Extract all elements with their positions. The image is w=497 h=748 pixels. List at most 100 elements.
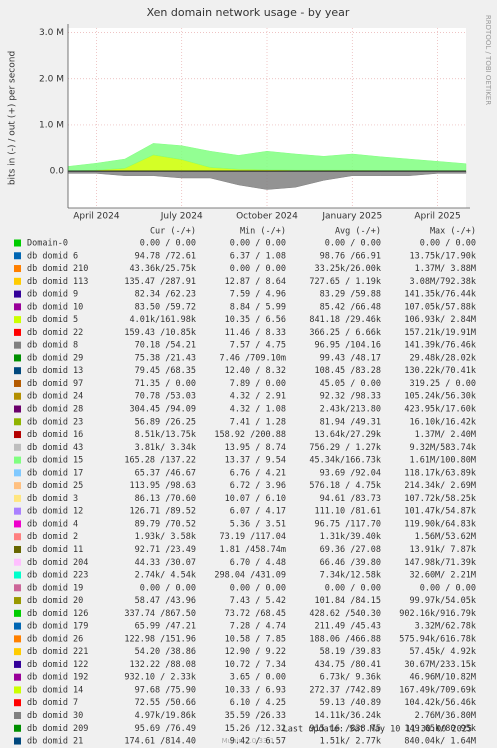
legend-stat: 0.00 / 0.00 xyxy=(420,239,476,249)
legend-stat: 15.26 /12.32 xyxy=(225,724,286,734)
legend-label: db domid 14 xyxy=(27,685,83,695)
legend-swatch xyxy=(14,418,21,426)
legend-stat: 1.56M/53.62M xyxy=(415,532,476,542)
legend-stat: 7.34k/12.58k xyxy=(320,571,381,581)
legend-stat: 4.32 / 1.08 xyxy=(230,405,286,415)
legend-swatch xyxy=(14,456,21,464)
legend-label: db domid 13 xyxy=(27,366,83,376)
legend-swatch xyxy=(14,367,21,375)
legend-stat: 73.72 /68.45 xyxy=(225,609,286,619)
legend-swatch xyxy=(14,711,21,719)
legend-swatch xyxy=(14,635,21,643)
legend-stat: 113.95 /98.63 xyxy=(129,481,196,491)
legend-stat: 29.48k/28.02k xyxy=(409,353,476,363)
legend-stat: 7.59 / 4.96 xyxy=(230,290,286,300)
legend-stat: 0.00 / 0.00 xyxy=(140,583,196,593)
legend-stat: 756.29 / 1.27k xyxy=(309,443,381,453)
legend-label: db domid 21 xyxy=(27,737,83,747)
legend-stat: 58.19 /39.83 xyxy=(320,647,381,657)
x-tick-label: October 2024 xyxy=(236,212,298,222)
legend-stat: 72.55 /50.66 xyxy=(135,698,196,708)
legend-stat: 65.37 /46.67 xyxy=(135,468,196,478)
legend-stat: 2.74k/ 4.54k xyxy=(135,571,196,581)
legend-stat: 33.25k/26.00k xyxy=(314,264,381,274)
legend-label: db domid 29 xyxy=(27,353,83,363)
x-tick-label: July 2024 xyxy=(160,212,203,222)
legend-swatch xyxy=(14,379,21,387)
legend-stat: 3.32M/62.78k xyxy=(415,622,476,632)
legend-label: db domid 12 xyxy=(27,507,83,517)
legend-stat: 6.07 / 4.17 xyxy=(230,507,286,517)
legend-stat: 96.75 /117.70 xyxy=(314,519,381,529)
legend-stat: 165.28 /137.22 xyxy=(124,456,196,466)
legend-stat: 13.64k/27.29k xyxy=(314,430,381,440)
legend-stat: 3.65 / 0.00 xyxy=(230,673,286,683)
legend-label: db domid 126 xyxy=(27,609,88,619)
legend-stat: 95.69 /76.49 xyxy=(135,724,196,734)
legend-stat: 10.58 / 7.85 xyxy=(225,634,286,644)
legend-stat: 366.25 / 6.66k xyxy=(309,328,381,338)
legend-stat: 135.47 /287.91 xyxy=(124,277,196,287)
legend-label: db domid 24 xyxy=(27,392,83,402)
legend-swatch xyxy=(14,737,21,745)
legend-label: db domid 5 xyxy=(27,315,78,325)
legend-stat: 65.99 /47.21 xyxy=(135,622,196,632)
last-update: Last update: Sat May 10 11:30:00 2025 xyxy=(283,725,472,735)
legend-label: db domid 2 xyxy=(27,532,78,542)
legend-label: db domid 192 xyxy=(27,673,88,683)
legend-stat: 30.67M/233.15k xyxy=(404,660,476,670)
legend-stat: 97.68 /75.90 xyxy=(135,685,196,695)
legend-stat: 101.84 /84.15 xyxy=(314,596,381,606)
legend-stat: 32.60M/ 2.21M xyxy=(409,571,476,581)
legend-stat: 107.72k/58.25k xyxy=(404,494,476,504)
legend-stat: 13.37 / 9.54 xyxy=(225,456,286,466)
legend-stat: 43.36k/25.75k xyxy=(129,264,196,274)
legend-stat: 94.61 /83.73 xyxy=(320,494,381,504)
legend-label: db domid 97 xyxy=(27,379,83,389)
legend-label: db domid 28 xyxy=(27,405,83,415)
legend-stat: 122.98 /151.96 xyxy=(124,634,196,644)
legend-label: db domid 17 xyxy=(27,468,83,478)
legend-label: db domid 15 xyxy=(27,456,83,466)
legend-swatch xyxy=(14,609,21,617)
legend-stat: 423.95k/17.60k xyxy=(404,405,476,415)
legend-stat: 10.72 / 7.34 xyxy=(225,660,286,670)
legend-stat: 101.47k/54.87k xyxy=(404,507,476,517)
legend-swatch xyxy=(14,597,21,605)
legend-stat: 92.32 /98.33 xyxy=(320,392,381,402)
legend-label: db domid 179 xyxy=(27,622,88,632)
legend-stat: 119.90k/64.83k xyxy=(404,519,476,529)
legend-stat: 2.43k/213.80 xyxy=(320,405,381,415)
legend-stat: 10.07 / 6.10 xyxy=(225,494,286,504)
legend-stat: 56.89 /26.25 xyxy=(135,417,196,427)
legend-stat: 188.06 /466.88 xyxy=(309,634,381,644)
legend-stat: 0.00 / 0.00 xyxy=(230,239,286,249)
legend-stat: 149.65k/80.95k xyxy=(404,724,476,734)
legend-stat: 45.34k/166.73k xyxy=(309,456,381,466)
legend-stat: 105.24k/56.30k xyxy=(404,392,476,402)
legend-stat: 59.13 /40.89 xyxy=(320,698,381,708)
legend-stat: 106.93k/ 2.84M xyxy=(404,315,476,325)
legend-swatch xyxy=(14,341,21,349)
legend-stat: 3.81k/ 3.34k xyxy=(135,443,196,453)
legend-swatch xyxy=(14,431,21,439)
legend-label: db domid 23 xyxy=(27,417,83,427)
legend-label: db domid 4 xyxy=(27,519,78,529)
legend-stat: 0.00 / 0.00 xyxy=(325,583,381,593)
legend-label: db domid 26 xyxy=(27,634,83,644)
legend-label: Domain-0 xyxy=(27,239,68,249)
legend-stat: 157.21k/19.91M xyxy=(404,328,476,338)
legend-stat: 167.49k/709.69k xyxy=(399,685,476,695)
legend-stat: 434.75 /80.41 xyxy=(314,660,381,670)
legend-label: db domid 113 xyxy=(27,277,88,287)
legend-stat: 98.76 /66.91 xyxy=(320,251,381,261)
legend-stat: 89.79 /70.52 xyxy=(135,519,196,529)
legend-swatch xyxy=(14,545,21,553)
legend-swatch xyxy=(14,277,21,285)
legend-stat: 4.97k/19.86k xyxy=(135,711,196,721)
legend-label: db domid 10 xyxy=(27,302,83,312)
legend-label: db domid 209 xyxy=(27,724,88,734)
x-tick-label: April 2024 xyxy=(73,212,120,222)
legend-stat: 81.94 /49.31 xyxy=(320,417,381,427)
legend-stat: 126.71 /89.52 xyxy=(129,507,196,517)
